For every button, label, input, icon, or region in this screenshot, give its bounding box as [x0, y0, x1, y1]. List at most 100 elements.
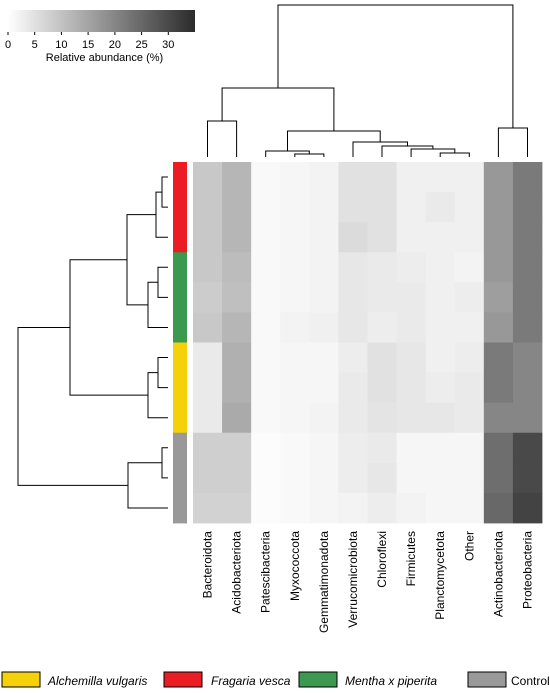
- heatmap-cell: [193, 312, 223, 343]
- heatmap-cell: [367, 372, 397, 404]
- heatmap-cell: [396, 492, 427, 524]
- colorbar-gradient: [8, 10, 195, 32]
- heatmap-cell: [425, 252, 456, 283]
- heatmap-cell: [454, 192, 485, 223]
- heatmap-cell: [251, 372, 281, 404]
- heatmap-cell: [483, 372, 514, 404]
- heatmap-cell: [280, 462, 310, 494]
- group-color-cell: [173, 432, 187, 464]
- heatmap-cell: [251, 192, 281, 223]
- heatmap-cell: [367, 192, 397, 223]
- group-color-cell: [173, 462, 187, 494]
- row-dendrogram: [17, 176, 168, 509]
- column-dendrogram: [207, 4, 528, 157]
- heatmap-cell: [193, 402, 223, 434]
- heatmap-cell: [483, 402, 514, 434]
- column-dendrogram-link: [287, 130, 381, 151]
- heatmap-cell: [512, 342, 543, 373]
- heatmap-cell: [454, 282, 485, 313]
- heatmap-cell: [425, 372, 456, 404]
- heatmap-cell: [338, 372, 368, 404]
- heatmap-cell: [280, 372, 310, 404]
- heatmap-cell: [512, 462, 543, 494]
- column-dendrogram-link: [497, 127, 528, 157]
- heatmap-cell: [193, 492, 223, 524]
- heatmap-cell: [425, 432, 456, 464]
- heatmap-cell: [193, 252, 223, 283]
- heatmap-cell: [222, 282, 252, 313]
- heatmap-cell: [512, 312, 543, 343]
- heatmap-cell: [367, 342, 397, 373]
- heatmap-cell: [280, 492, 310, 524]
- heatmap-cell: [367, 462, 397, 494]
- heatmap-cell: [309, 222, 339, 253]
- colorbar-tick-label: 10: [55, 39, 67, 51]
- heatmap-cell: [367, 252, 397, 283]
- heatmap-cell: [512, 372, 543, 404]
- heatmap-cell: [193, 342, 223, 373]
- heatmap-cell: [338, 282, 368, 313]
- heatmap-cell: [425, 222, 456, 253]
- heatmap-cell: [193, 192, 223, 223]
- heatmap-cell: [512, 492, 543, 524]
- heatmap-cell: [222, 252, 252, 283]
- heatmap-cell: [251, 282, 281, 313]
- column-label: Verrucomicrobiota: [346, 531, 360, 628]
- heatmap-cell: [396, 282, 427, 313]
- group-color-cell: [173, 342, 187, 373]
- heatmap-cell: [454, 432, 485, 464]
- group-color-cell: [173, 372, 187, 404]
- row-dendrogram-link: [157, 266, 168, 298]
- legend-swatch: [467, 671, 507, 688]
- legend-label: Mentha x piperita: [345, 674, 437, 688]
- column-label: Acidobacteriota: [230, 531, 244, 614]
- heatmap-cell: [425, 402, 456, 434]
- heatmap-cell: [222, 402, 252, 434]
- heatmap-cell: [512, 282, 543, 313]
- heatmap-cell: [512, 222, 543, 253]
- heatmap-cell: [483, 492, 514, 524]
- heatmap-cell: [251, 432, 281, 464]
- heatmap-cell: [338, 162, 368, 193]
- heatmap-cell: [309, 312, 339, 343]
- heatmap-cell: [483, 222, 514, 253]
- colorbar-tick-label: 25: [135, 39, 147, 51]
- heatmap-cell: [338, 342, 368, 373]
- column-label: Planctomycetota: [433, 531, 447, 620]
- heatmap-cell: [454, 252, 485, 283]
- heatmap-cell: [309, 342, 339, 373]
- heatmap-cell: [280, 432, 310, 464]
- heatmap-cell: [280, 282, 310, 313]
- heatmap-cell: [483, 282, 514, 313]
- heatmap-cell: [483, 432, 514, 464]
- heatmap-cell: [309, 282, 339, 313]
- heatmap-cell: [454, 492, 485, 524]
- column-dendrogram-link: [277, 4, 514, 128]
- colorbar-tick-label: 15: [82, 39, 94, 51]
- heatmap-cell: [396, 162, 427, 193]
- heatmap-cell: [396, 402, 427, 434]
- heatmap-cell: [396, 432, 427, 464]
- heatmap-cell: [280, 222, 310, 253]
- group-color-cell: [173, 162, 187, 193]
- heatmap-cell: [338, 402, 368, 434]
- heatmap-cell: [425, 282, 456, 313]
- heatmap-cell: [280, 342, 310, 373]
- group-color-cell: [173, 312, 187, 343]
- heatmap-cell: [338, 492, 368, 524]
- heatmap-cell: [396, 312, 427, 343]
- row-dendrogram-link: [161, 176, 168, 208]
- heatmap-cell: [396, 462, 427, 494]
- column-dendrogram-link: [352, 141, 408, 157]
- group-legend: Alchemilla vulgaris Fragaria vesca Mentha …: [1, 671, 550, 688]
- heatmap-cell: [425, 462, 456, 494]
- heatmap-cell: [222, 432, 252, 464]
- colorbar-tick-label: 20: [109, 39, 121, 51]
- heatmap-cell: [193, 222, 223, 253]
- heatmap-cell: [396, 372, 427, 404]
- column-label: Patescibacteria: [259, 531, 273, 613]
- heatmap-cell: [222, 372, 252, 404]
- column-label: Bacteroidota: [201, 531, 215, 599]
